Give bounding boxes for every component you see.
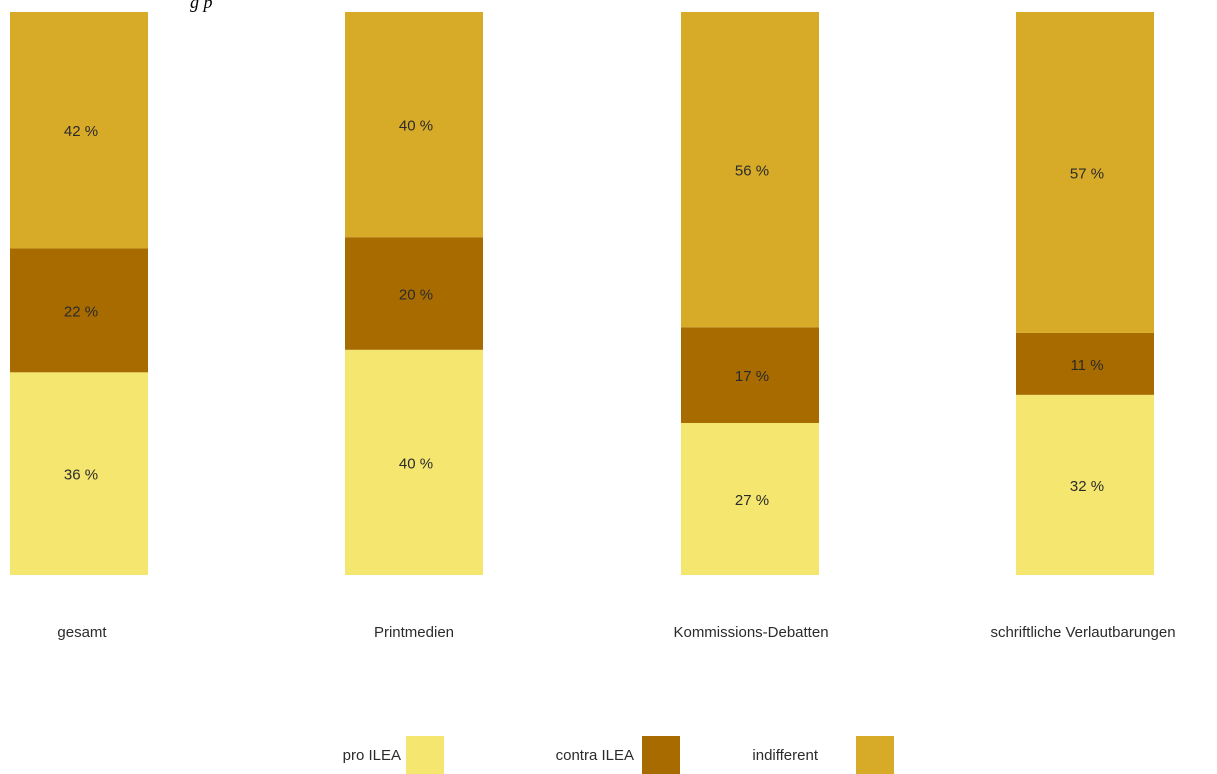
bars-group: 36 % 22 % 42 % 40 % 20 % 40 % 27 % 17 % 56 % 32 %… [10,12,1154,575]
bar-segment [681,12,819,328]
data-label: 57 % [1070,165,1104,182]
bar-segment [1016,12,1154,333]
data-label: 20 % [399,287,433,304]
bar-segment [10,372,148,575]
bar-segment [345,349,483,575]
bar-segment [10,12,148,249]
data-label: 40 % [399,455,433,472]
bar-segment [345,12,483,238]
legend-group: pro ILEA contra ILEA indifferent [343,736,894,774]
data-label: 56 % [735,163,769,180]
data-label: 40 % [399,118,433,135]
bar-segment [1016,394,1154,575]
legend-swatch [406,736,444,774]
data-label: 32 % [1070,478,1104,495]
legend-label: contra ILEA [556,747,634,764]
category-labels-group: gesamt Printmedien Kommissions-Debatten sch… [57,624,1175,641]
bar-segment [681,422,819,575]
data-label: 17 % [735,368,769,385]
category-label: Printmedien [374,624,454,641]
legend-swatch [642,736,680,774]
category-label: gesamt [57,624,107,641]
data-label: 36 % [64,467,98,484]
chart-title-fragment: g p [190,0,213,12]
bar-segment [1016,332,1154,395]
category-label: schriftliche Verlautbarungen [990,624,1175,641]
bar-segment [681,327,819,423]
legend-swatch [856,736,894,774]
bar-segment [345,237,483,350]
legend-label: indifferent [752,747,818,764]
data-label: 11 % [1070,357,1103,374]
category-label: Kommissions-Debatten [673,624,828,641]
data-label: 22 % [64,303,98,320]
data-label: 27 % [735,492,769,509]
legend-label: pro ILEA [343,747,401,764]
bar-segment [10,248,148,373]
data-label: 42 % [64,123,98,140]
